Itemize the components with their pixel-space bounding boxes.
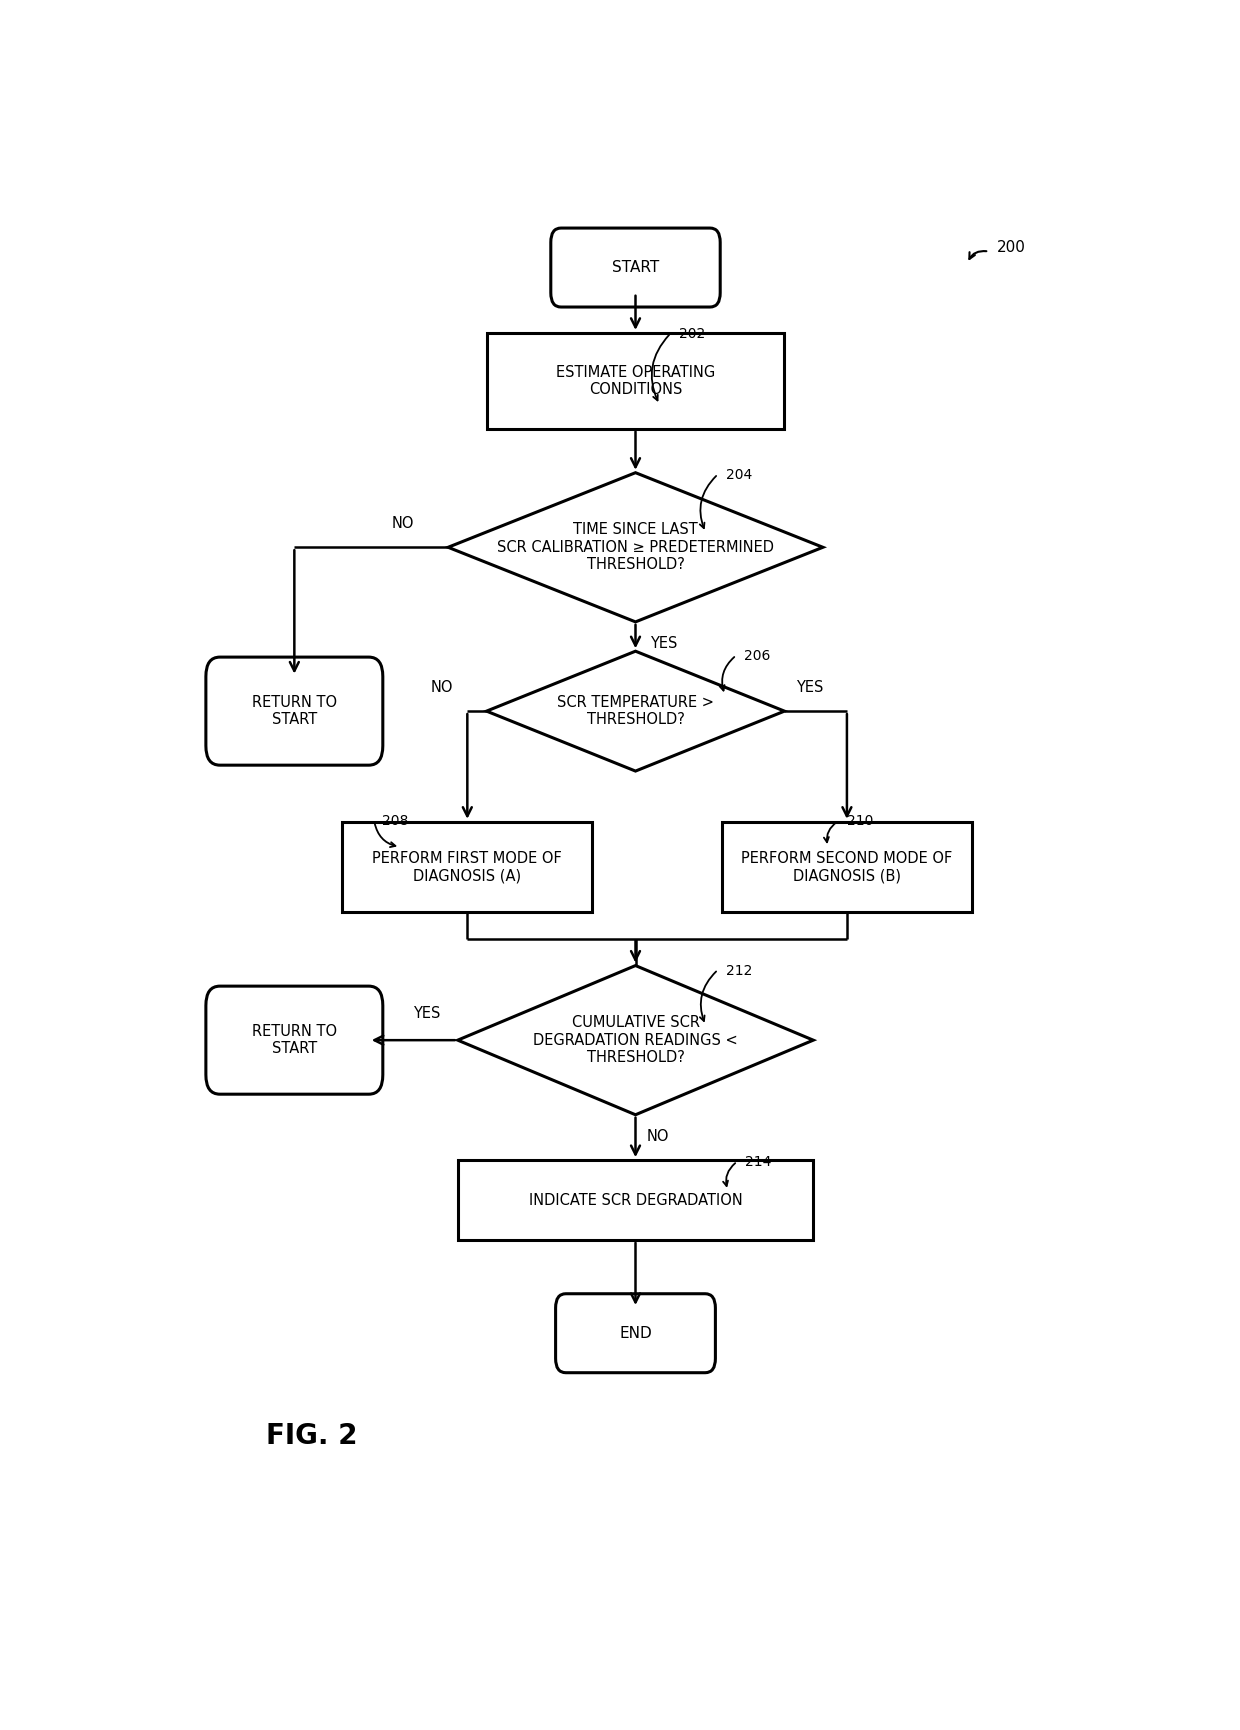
FancyBboxPatch shape [206,657,383,765]
Text: FIG. 2: FIG. 2 [265,1422,357,1450]
FancyBboxPatch shape [551,228,720,306]
Text: TIME SINCE LAST
SCR CALIBRATION ≥ PREDETERMINED
THRESHOLD?: TIME SINCE LAST SCR CALIBRATION ≥ PREDET… [497,522,774,573]
Text: YES: YES [796,680,823,695]
Text: PERFORM FIRST MODE OF
DIAGNOSIS (A): PERFORM FIRST MODE OF DIAGNOSIS (A) [372,851,562,884]
Text: CUMULATIVE SCR
DEGRADATION READINGS <
THRESHOLD?: CUMULATIVE SCR DEGRADATION READINGS < TH… [533,1016,738,1066]
FancyBboxPatch shape [206,986,383,1093]
Text: 208: 208 [382,815,408,829]
Text: 210: 210 [847,815,873,829]
Polygon shape [486,650,785,772]
Text: INDICATE SCR DEGRADATION: INDICATE SCR DEGRADATION [528,1192,743,1208]
Text: NO: NO [647,1128,670,1144]
Bar [486,332,785,429]
Text: 204: 204 [725,469,753,483]
Polygon shape [448,472,823,621]
FancyBboxPatch shape [556,1294,715,1372]
Text: NO: NO [430,680,453,695]
Polygon shape [458,965,813,1114]
Text: 200: 200 [997,240,1025,254]
Text: YES: YES [650,635,677,650]
Bar [342,822,593,912]
Text: 212: 212 [725,964,753,977]
Text: END: END [619,1325,652,1341]
Text: RETURN TO
START: RETURN TO START [252,695,337,727]
Bar [458,1161,813,1240]
Text: START: START [611,260,660,275]
Text: 206: 206 [744,649,770,663]
Bar [722,822,972,912]
Text: NO: NO [392,516,414,531]
Text: 202: 202 [678,327,706,341]
Text: ESTIMATE OPERATING
CONDITIONS: ESTIMATE OPERATING CONDITIONS [556,365,715,396]
Text: YES: YES [413,1007,440,1021]
Text: RETURN TO
START: RETURN TO START [252,1024,337,1057]
Text: PERFORM SECOND MODE OF
DIAGNOSIS (B): PERFORM SECOND MODE OF DIAGNOSIS (B) [742,851,952,884]
Text: SCR TEMPERATURE >
THRESHOLD?: SCR TEMPERATURE > THRESHOLD? [557,695,714,727]
Text: 214: 214 [745,1156,771,1169]
